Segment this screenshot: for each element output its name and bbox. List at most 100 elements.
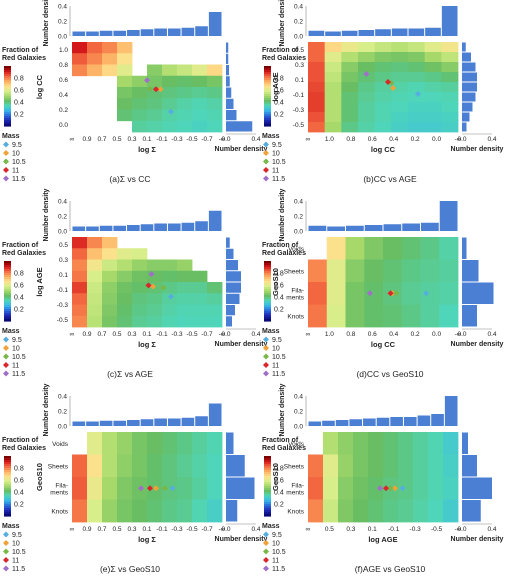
heatmap-cell bbox=[87, 53, 103, 65]
mass-point-11.5 bbox=[363, 71, 370, 77]
legend-0-colorbar-segment bbox=[4, 100, 11, 103]
heatmap-cell bbox=[192, 315, 208, 328]
heatmap-cell bbox=[87, 282, 103, 294]
heatmap-cell bbox=[353, 432, 369, 455]
legend-5-mass-legend-marker bbox=[263, 540, 269, 546]
heatmap-cell bbox=[345, 237, 365, 260]
legend-2-colorbar-tick: 0.6 bbox=[14, 283, 24, 290]
mass-point-10 bbox=[153, 485, 159, 492]
x-tick-label: -0.3 bbox=[171, 526, 183, 533]
legend-4-colorbar-segment bbox=[4, 470, 11, 473]
heatmap-cell bbox=[162, 499, 178, 523]
heatmap-cell bbox=[192, 64, 208, 77]
x-tick-label: ∞ bbox=[306, 526, 311, 533]
legend-0-colorbar-segment bbox=[4, 80, 11, 83]
top-hist-bar bbox=[154, 28, 167, 36]
legend-5-colorbar-segment bbox=[264, 456, 271, 459]
top-hist-bar bbox=[390, 417, 403, 426]
legend-4-title-1: Fraction of bbox=[2, 437, 39, 444]
heatmap-cell bbox=[87, 499, 103, 523]
legend-4-mass-legend-label: 10.5 bbox=[12, 549, 26, 556]
top-hist-bar bbox=[346, 225, 364, 231]
y-tick-label: 0.1 bbox=[295, 77, 304, 84]
heatmap-cell bbox=[177, 293, 193, 305]
legend-3-title-1: Fraction of bbox=[262, 242, 299, 249]
y-tick-label: Knots bbox=[287, 508, 304, 515]
heatmap-cell bbox=[192, 499, 208, 523]
top-hist-bar bbox=[208, 403, 222, 426]
legend-3-colorbar-segment bbox=[264, 291, 271, 294]
heatmap-cell bbox=[117, 270, 133, 283]
heatmap-cell bbox=[374, 112, 392, 123]
legend-1-title-2: Red Galaxies bbox=[262, 55, 306, 62]
heatmap-cell bbox=[364, 282, 384, 305]
heatmap-cell bbox=[132, 248, 148, 260]
legend-5-colorbar-tick: 0.4 bbox=[274, 490, 284, 497]
heatmap-cell bbox=[102, 304, 118, 317]
heatmap-cell bbox=[147, 98, 163, 110]
heatmap-cell bbox=[117, 259, 133, 272]
legend-3-colorbar-segment bbox=[264, 273, 271, 276]
legend-4-colorbar-segment bbox=[4, 506, 11, 509]
legend-5-colorbar-segment bbox=[264, 490, 271, 493]
heatmap-cell bbox=[72, 315, 88, 328]
right-hist-bar bbox=[226, 248, 234, 259]
heatmap-cell bbox=[207, 293, 223, 305]
heatmap-cell bbox=[358, 82, 376, 93]
heatmap-cell bbox=[72, 248, 88, 260]
x-tick-label: 0.3 bbox=[127, 136, 136, 143]
top-hist-tick: 0.4 bbox=[58, 394, 67, 401]
legend-2-colorbar-segment bbox=[4, 297, 11, 300]
heatmap-cell bbox=[308, 102, 326, 113]
legend-3-colorbar-segment bbox=[264, 303, 271, 306]
legend-0-colorbar-segment bbox=[4, 82, 11, 85]
top-hist-tick: 0.0 bbox=[294, 34, 303, 41]
heatmap-cell bbox=[428, 499, 444, 523]
legend-4-colorbar-segment bbox=[4, 464, 11, 467]
top-hist-bar bbox=[402, 223, 420, 231]
top-hist-bar bbox=[376, 417, 390, 426]
heatmap-cell bbox=[401, 304, 421, 328]
heatmap-cell bbox=[117, 248, 133, 260]
heatmap-cell bbox=[72, 270, 88, 283]
heatmap-cell bbox=[358, 42, 376, 53]
heatmap-cell bbox=[441, 102, 459, 113]
right-hist-tick: 0.0 bbox=[457, 136, 466, 143]
heatmap-cell bbox=[374, 62, 392, 73]
legend-3-colorbar-segment bbox=[264, 265, 271, 268]
legend-3-mass-legend-label: 10 bbox=[272, 346, 280, 353]
right-hist-bar bbox=[462, 477, 492, 499]
legend-3-colorbar-segment bbox=[264, 319, 271, 322]
x-tick-label: -∞ bbox=[455, 331, 462, 338]
right-hist-bar bbox=[462, 500, 481, 522]
legend-1-colorbar-segment bbox=[264, 116, 271, 119]
heatmap-cell bbox=[132, 98, 148, 110]
legend-2-colorbar-segment bbox=[4, 289, 11, 292]
heatmap-cell bbox=[413, 454, 429, 478]
mass-point-11 bbox=[383, 485, 389, 492]
heatmap-cell bbox=[192, 109, 208, 122]
top-hist-label: Number density bbox=[279, 0, 286, 46]
legend-2-colorbar-segment bbox=[4, 283, 11, 286]
legend-2-colorbar-tick: 0.2 bbox=[14, 307, 24, 314]
top-hist-bar bbox=[181, 417, 195, 426]
right-hist-tick: 0.4 bbox=[251, 526, 260, 533]
legend-0-mass-legend-marker bbox=[3, 158, 9, 165]
top-hist-bar bbox=[195, 221, 208, 231]
x-tick-label: -0.3 bbox=[171, 331, 183, 338]
heatmap-cell bbox=[207, 64, 223, 77]
top-hist-bar bbox=[195, 26, 208, 36]
x-tick-label: 0.7 bbox=[97, 331, 106, 338]
legend-1-colorbar-segment bbox=[264, 72, 271, 75]
heatmap-cell bbox=[324, 52, 342, 63]
legend-0-colorbar-segment bbox=[4, 68, 11, 71]
heatmap-cell bbox=[326, 237, 346, 260]
mass-point-11 bbox=[153, 86, 159, 93]
top-hist-bar bbox=[363, 418, 376, 426]
right-hist-tick: 0.4 bbox=[487, 136, 496, 143]
heatmap-cell bbox=[162, 64, 178, 77]
legend-5-mass-legend-marker bbox=[263, 565, 269, 572]
top-hist-bar bbox=[181, 222, 195, 231]
heatmap-cell bbox=[391, 102, 409, 113]
heatmap-cell bbox=[439, 304, 459, 328]
